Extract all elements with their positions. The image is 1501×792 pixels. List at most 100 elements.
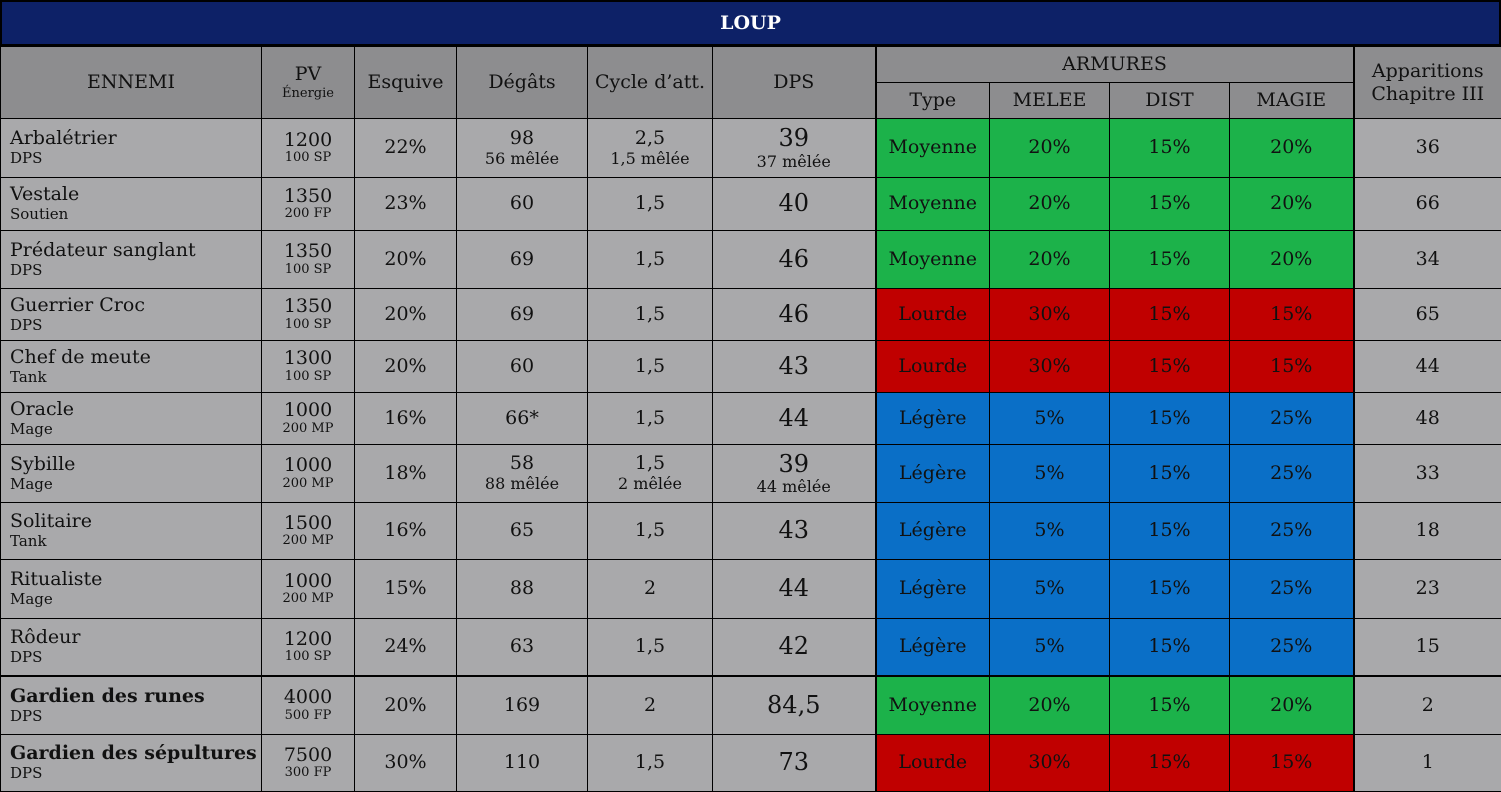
armor-type: Moyenne bbox=[876, 676, 990, 735]
energy-value: 100 SP bbox=[262, 318, 354, 333]
armor-melee: 5% bbox=[990, 503, 1110, 560]
armor-magie: 20% bbox=[1230, 119, 1354, 178]
dps-value: 43 bbox=[713, 517, 875, 545]
pv-value: 1000 bbox=[262, 455, 354, 477]
dps-value: 42 bbox=[713, 633, 875, 661]
armor-dist: 15% bbox=[1110, 289, 1230, 341]
header-magie: MAGIE bbox=[1230, 83, 1354, 119]
esquive-cell: 18% bbox=[355, 445, 457, 503]
apparitions-cell: 1 bbox=[1354, 735, 1501, 792]
enemy-name: Gardien des sépultures bbox=[10, 743, 261, 765]
dps-value: 84,5 bbox=[713, 692, 875, 720]
armor-dist: 15% bbox=[1110, 560, 1230, 619]
degats-cell: 60 bbox=[457, 341, 588, 393]
armor-type: Lourde bbox=[876, 341, 990, 393]
energy-value: 500 FP bbox=[262, 709, 354, 724]
degats-cell: 66* bbox=[457, 393, 588, 445]
enemy-role: DPS bbox=[10, 262, 261, 279]
dps-melee: 44 mêlée bbox=[713, 478, 875, 496]
cycle-value: 1,5 bbox=[588, 304, 712, 326]
dps-value: 44 bbox=[713, 575, 875, 603]
apparitions-cell: 48 bbox=[1354, 393, 1501, 445]
pv-value: 1350 bbox=[262, 186, 354, 208]
degats-value: 88 bbox=[457, 578, 587, 600]
esquive-cell: 23% bbox=[355, 178, 457, 231]
apparitions-cell: 23 bbox=[1354, 560, 1501, 619]
armor-dist: 15% bbox=[1110, 119, 1230, 178]
degats-cell: 110 bbox=[457, 735, 588, 792]
dps-value: 46 bbox=[713, 301, 875, 329]
header-apparitions-line2: Chapitre III bbox=[1355, 83, 1501, 106]
apparitions-cell: 36 bbox=[1354, 119, 1501, 178]
apparitions-cell: 66 bbox=[1354, 178, 1501, 231]
pv-value: 1350 bbox=[262, 241, 354, 263]
cycle-cell: 1,5 bbox=[588, 503, 713, 560]
armor-type: Moyenne bbox=[876, 231, 990, 289]
degats-cell: 65 bbox=[457, 503, 588, 560]
enemy-name: Prédateur sanglant bbox=[10, 240, 261, 262]
armor-magie: 25% bbox=[1230, 619, 1354, 677]
armor-melee: 30% bbox=[990, 341, 1110, 393]
dps-cell: 44 bbox=[713, 393, 876, 445]
pv-value: 1200 bbox=[262, 130, 354, 152]
cycle-cell: 1,5 bbox=[588, 619, 713, 677]
armor-melee: 5% bbox=[990, 445, 1110, 503]
cycle-melee: 2 mêlée bbox=[588, 475, 712, 493]
dps-cell: 73 bbox=[713, 735, 876, 792]
dps-value: 46 bbox=[713, 246, 875, 274]
dps-value: 44 bbox=[713, 405, 875, 433]
armor-dist: 15% bbox=[1110, 503, 1230, 560]
header-type: Type bbox=[876, 83, 990, 119]
armor-magie: 20% bbox=[1230, 178, 1354, 231]
armor-dist: 15% bbox=[1110, 393, 1230, 445]
armor-melee: 5% bbox=[990, 619, 1110, 677]
enemy-role: Mage bbox=[10, 591, 261, 608]
header-pv-sub: Énergie bbox=[262, 86, 354, 102]
enemy-role: Mage bbox=[10, 476, 261, 493]
header-ennemi: ENNEMI bbox=[1, 47, 262, 119]
apparitions-cell: 65 bbox=[1354, 289, 1501, 341]
dps-value: 43 bbox=[713, 353, 875, 381]
pv-value: 1200 bbox=[262, 629, 354, 651]
pv-value: 1000 bbox=[262, 400, 354, 422]
enemy-role: DPS bbox=[10, 708, 261, 725]
armor-magie: 15% bbox=[1230, 289, 1354, 341]
table-header: ENNEMI PV Énergie Esquive Dégâts Cycle d… bbox=[1, 47, 1501, 119]
header-dist: DIST bbox=[1110, 83, 1230, 119]
enemy-name: Sybille bbox=[10, 454, 261, 476]
esquive-cell: 16% bbox=[355, 393, 457, 445]
apparitions-cell: 34 bbox=[1354, 231, 1501, 289]
apparitions-cell: 33 bbox=[1354, 445, 1501, 503]
enemy-role: Tank bbox=[10, 369, 261, 386]
enemy-name: Gardien des runes bbox=[10, 686, 261, 708]
armor-type: Légère bbox=[876, 503, 990, 560]
dps-cell: 46 bbox=[713, 231, 876, 289]
esquive-cell: 22% bbox=[355, 119, 457, 178]
energy-value: 100 SP bbox=[262, 151, 354, 166]
armor-type: Moyenne bbox=[876, 119, 990, 178]
armor-melee: 5% bbox=[990, 560, 1110, 619]
cycle-value: 1,5 bbox=[588, 249, 712, 271]
esquive-cell: 20% bbox=[355, 289, 457, 341]
degats-cell: 69 bbox=[457, 289, 588, 341]
degats-value: 66* bbox=[457, 408, 587, 430]
armor-magie: 25% bbox=[1230, 445, 1354, 503]
enemy-name: Guerrier Croc bbox=[10, 295, 261, 317]
energy-value: 300 FP bbox=[262, 766, 354, 781]
esquive-cell: 20% bbox=[355, 676, 457, 735]
armor-melee: 5% bbox=[990, 393, 1110, 445]
